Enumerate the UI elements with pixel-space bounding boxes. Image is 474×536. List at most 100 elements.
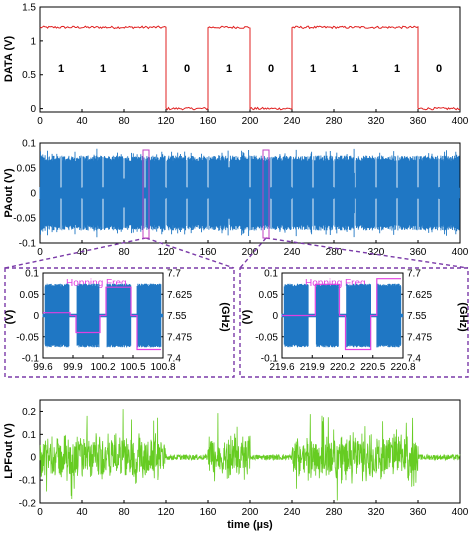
bit-label: 1 — [226, 63, 232, 75]
data-ylabel: DATA (V) — [3, 36, 15, 83]
x-tick-label: 80 — [118, 507, 130, 518]
y-tick-label: 1.5 — [22, 3, 36, 14]
y-right-tick-label: 7.7 — [407, 269, 421, 280]
lpfout-ylabel: LPFout (V) — [3, 423, 15, 479]
x-tick-label: 240 — [284, 247, 301, 258]
inset-right-ylabel: (V) — [241, 309, 253, 324]
y-right-tick-label: 7.55 — [407, 311, 427, 322]
zoom-marker-left — [142, 149, 150, 239]
paout-signal — [39, 148, 460, 238]
zoom-connector-right-b — [265, 237, 469, 269]
x-tick-label: 120 — [158, 507, 175, 518]
y-tick-label: 0.1 — [25, 269, 39, 280]
y-tick-label: 0 — [30, 104, 36, 115]
x-tick-label: 219.9 — [300, 362, 325, 373]
y-right-tick-label: 7.55 — [167, 311, 187, 322]
x-tick-label: 80 — [118, 247, 130, 258]
zoom-box-right — [239, 267, 469, 378]
x-tick-label: 360 — [410, 116, 427, 127]
zoom-insets — [4, 149, 469, 378]
y-tick-label: 0.5 — [22, 70, 36, 81]
x-tick-label: 160 — [200, 507, 217, 518]
y-right-tick-label: 7.475 — [407, 332, 432, 343]
zoom-marker-right — [262, 149, 270, 239]
bit-label: 1 — [352, 63, 358, 75]
y-tick-label: -0.1 — [19, 239, 37, 250]
y-tick-label: 0 — [272, 311, 278, 322]
inset-left: (V) (GHz) Hopping Freq. 99.6 99.9 100.2 100… — [4, 269, 231, 374]
x-tick-label: 200 — [242, 507, 259, 518]
x-tick-label: 360 — [410, 247, 427, 258]
inset-right-annotation: Hopping Freq. — [305, 278, 368, 289]
x-tick-label: 219.6 — [269, 362, 294, 373]
x-tick-label: 320 — [368, 116, 385, 127]
zoom-box-left — [4, 267, 235, 378]
x-tick-label: 120 — [158, 247, 175, 258]
x-tick-label: 280 — [326, 116, 343, 127]
x-tick-label: 360 — [410, 507, 427, 518]
x-tick-label: 280 — [326, 507, 343, 518]
inset-left-ylabel: (V) — [4, 309, 16, 324]
hopping-frequency-line — [43, 286, 161, 351]
y-tick-label: 0.2 — [22, 407, 36, 418]
y-right-tick-label: 7.4 — [167, 354, 181, 365]
y-right-tick-label: 7.4 — [407, 354, 421, 365]
x-tick-label: 220.5 — [360, 362, 385, 373]
y-tick-label: -0.1 — [261, 354, 279, 365]
y-tick-label: 0.1 — [22, 430, 36, 441]
inset-left-annotation: Hopping Freq. — [66, 278, 129, 289]
x-tick-label: 240 — [284, 507, 301, 518]
y-tick-label: 0.05 — [17, 164, 37, 175]
y-tick-label: -0.1 — [19, 476, 37, 487]
inset-left-ylabel-right: (GHz) — [219, 302, 231, 332]
x-tick-label: 400 — [452, 116, 469, 127]
x-tick-label: 0 — [37, 507, 43, 518]
lpfout-panel: LPFout (V) time (µs) 0 40 80 120 160 200 240 28… — [3, 399, 469, 531]
y-tick-label: 0.05 — [20, 290, 40, 301]
lpfout-signal — [39, 409, 461, 501]
y-tick-label: -0.1 — [22, 354, 40, 365]
y-tick-label: -0.05 — [255, 332, 278, 343]
x-tick-label: 100.5 — [120, 362, 145, 373]
x-tick-label: 280 — [326, 247, 343, 258]
zoom-connector-left-a — [4, 237, 147, 269]
y-tick-label: 0 — [30, 189, 36, 200]
hopping-frequency-line — [282, 278, 401, 351]
paout-panel: PAout (V) 0 40 80 120 160 200 240 280 320 360 400 -… — [3, 139, 469, 259]
paout-ylabel: PAout (V) — [3, 168, 15, 218]
lpfout-xlabel: time (µs) — [227, 519, 273, 531]
y-right-tick-label: 7.625 — [167, 290, 192, 301]
bit-label: 0 — [184, 63, 190, 75]
bit-label: 0 — [268, 63, 274, 75]
x-tick-label: 200 — [242, 247, 259, 258]
x-tick-label: 40 — [76, 247, 88, 258]
x-tick-label: 220.8 — [390, 362, 415, 373]
y-tick-label: 1 — [30, 36, 36, 47]
x-tick-label: 80 — [118, 116, 130, 127]
inset-right: (V) (GHz) Hopping Freq. 219.6 219.9 220.2 2… — [241, 269, 469, 374]
y-tick-label: -0.2 — [19, 499, 37, 510]
bit-label: 1 — [394, 63, 400, 75]
x-tick-label: 0 — [37, 116, 43, 127]
y-tick-label: -0.05 — [16, 332, 39, 343]
x-tick-label: 99.6 — [33, 362, 53, 373]
x-tick-label: 400 — [452, 507, 469, 518]
y-tick-label: 0 — [33, 311, 39, 322]
x-tick-label: 240 — [284, 116, 301, 127]
y-right-tick-label: 7.475 — [167, 332, 192, 343]
data-panel: DATA (V) 0 40 80 120 160 200 240 280 320 360 40000… — [3, 3, 469, 128]
zoom-connector-left-b — [145, 237, 235, 269]
x-tick-label: 100.2 — [90, 362, 115, 373]
x-tick-label: 99.9 — [63, 362, 83, 373]
x-tick-label: 200 — [242, 116, 259, 127]
x-tick-label: 220.2 — [330, 362, 355, 373]
y-tick-label: 0.1 — [22, 139, 36, 150]
y-right-tick-label: 7.7 — [167, 269, 181, 280]
bit-label: 1 — [58, 63, 64, 75]
x-tick-label: 0 — [37, 247, 43, 258]
bit-label: 1 — [310, 63, 316, 75]
x-tick-label: 120 — [158, 116, 175, 127]
x-tick-label: 40 — [76, 116, 88, 127]
y-tick-label: -0.05 — [13, 214, 36, 225]
x-tick-label: 40 — [76, 507, 88, 518]
